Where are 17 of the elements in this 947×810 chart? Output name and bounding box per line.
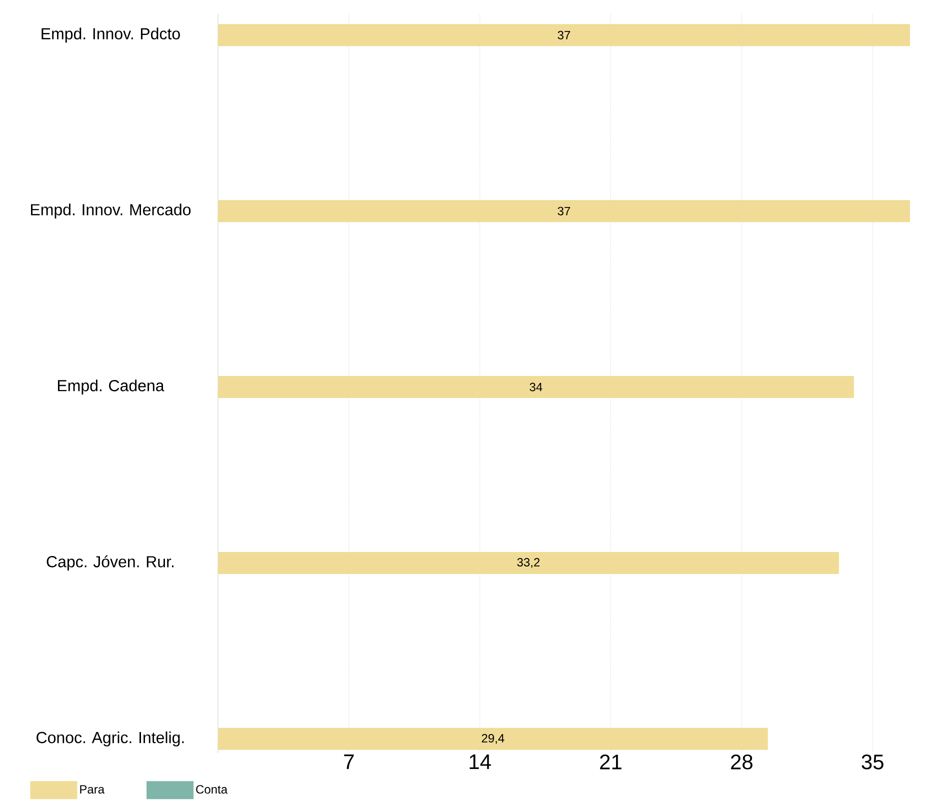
data-label: 29,4 <box>482 734 504 744</box>
x-tick-label: 14 <box>470 754 491 769</box>
x-tick-label: 35 <box>862 754 884 770</box>
x-tick-label: 7 <box>344 754 354 769</box>
data-label: 37 <box>558 30 570 40</box>
y-tick-label: Conoc. Agric. Intelig. <box>36 731 184 746</box>
legend-label: Conta <box>196 785 228 794</box>
data-label: 33,2 <box>517 558 540 568</box>
x-tick-label: 21 <box>600 754 622 770</box>
y-tick-label: Empd. Innov. Pdcto <box>42 28 180 43</box>
data-label: 34 <box>530 382 542 392</box>
y-tick-label: Empd. Innov. Mercado <box>31 204 191 219</box>
legend-label: Para <box>80 785 105 794</box>
y-tick-label: Empd. Cadena <box>58 380 164 394</box>
y-tick-label: Capc. Jóven. Rur. <box>46 555 174 571</box>
data-label: 37 <box>558 206 570 216</box>
x-tick-label: 28 <box>731 754 752 770</box>
